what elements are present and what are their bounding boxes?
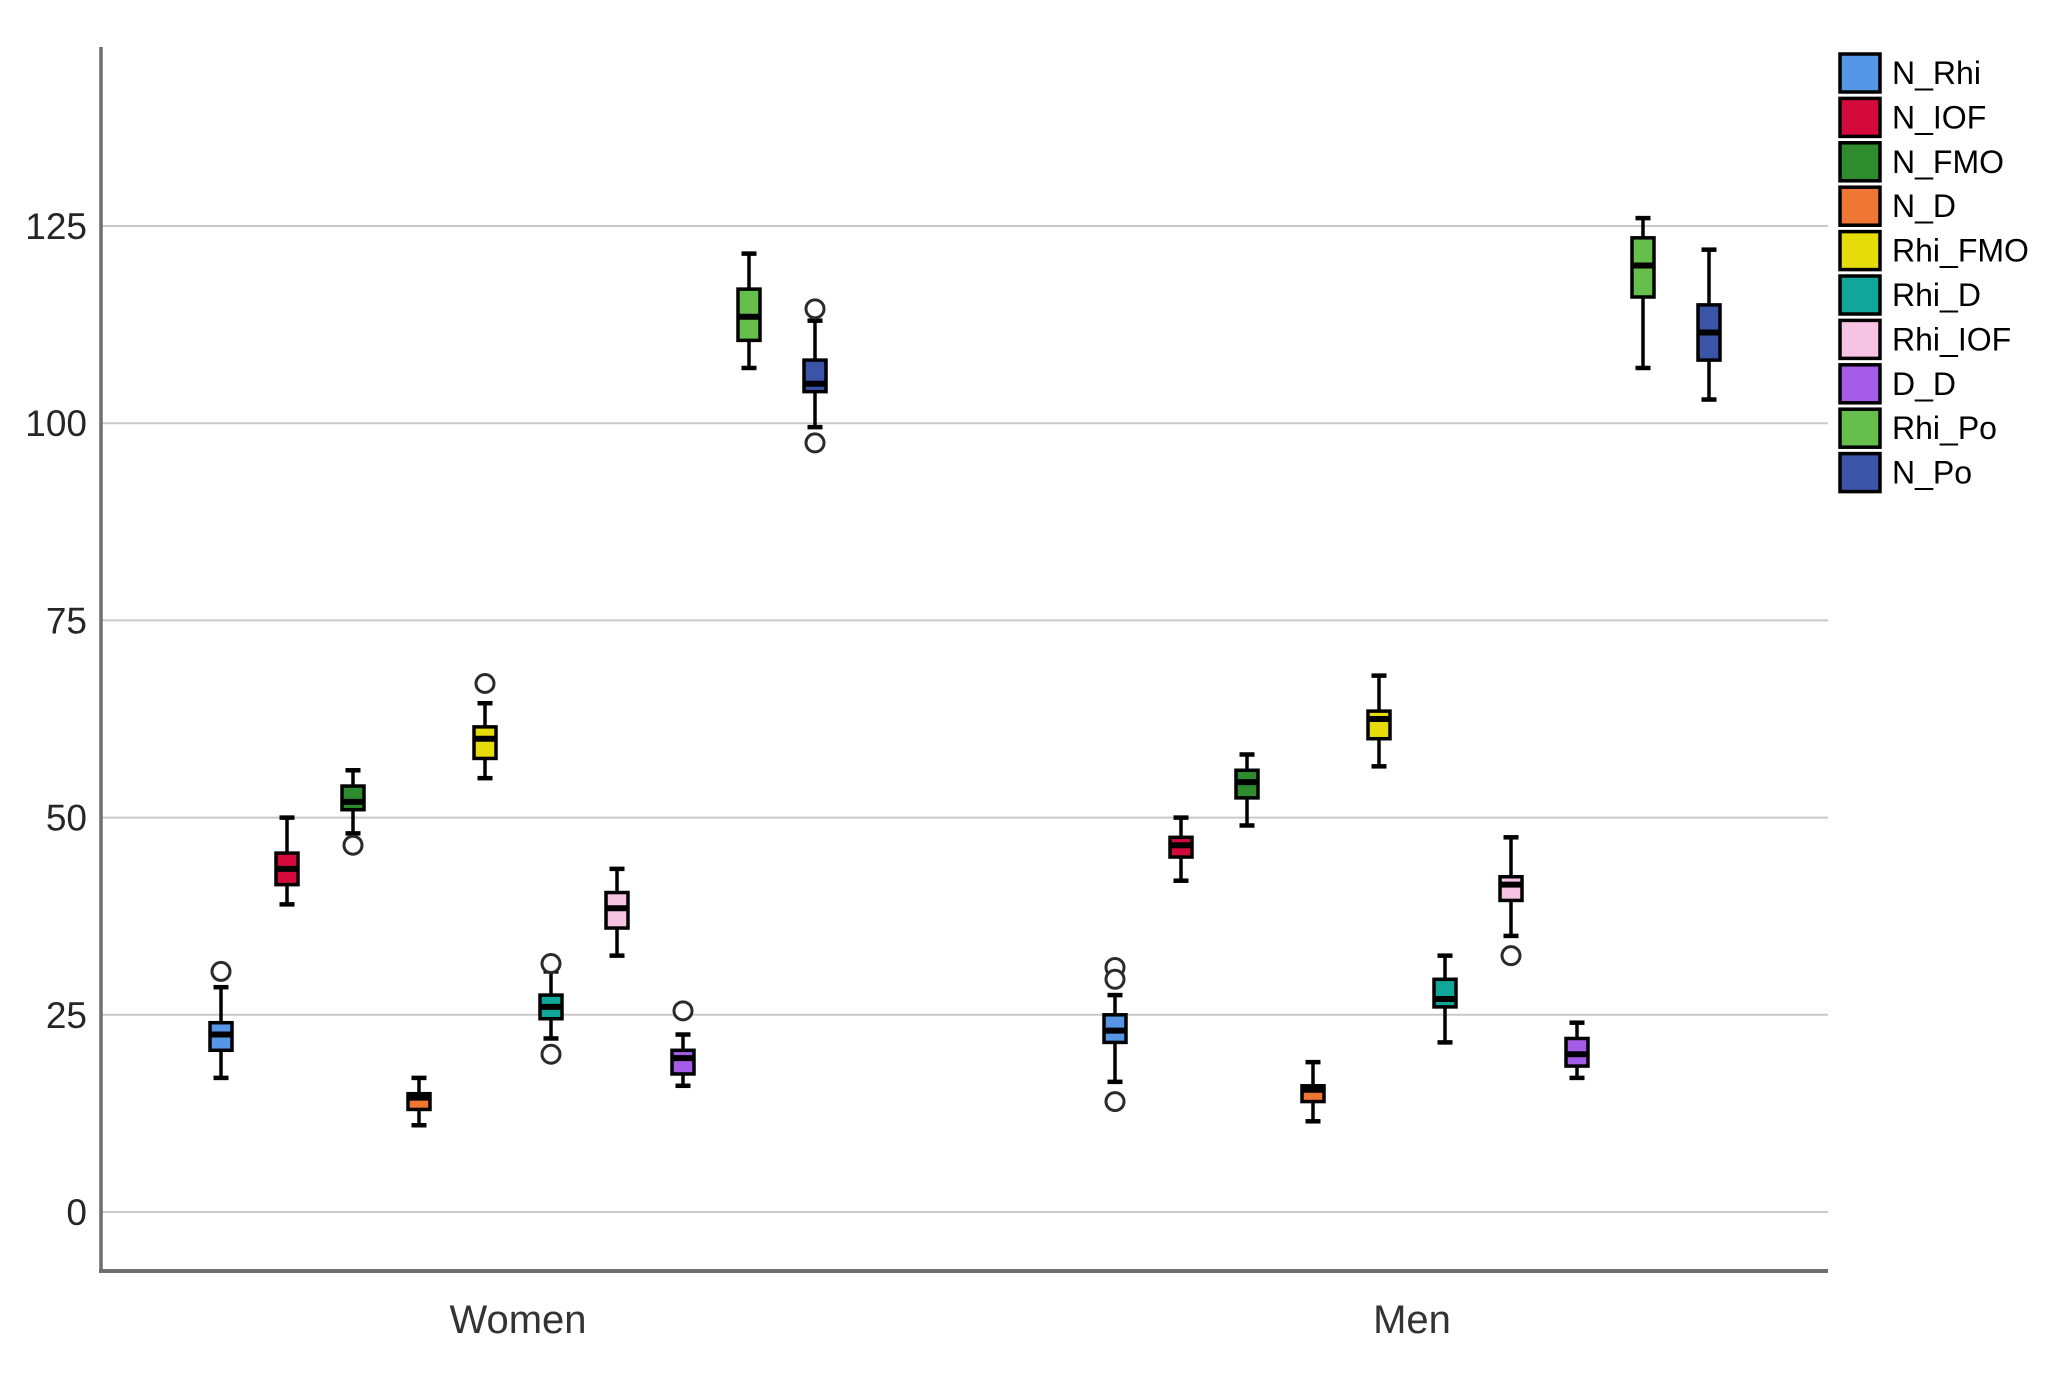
y-tick-label: 100: [25, 403, 87, 444]
legend-label-N_FMO: N_FMO: [1892, 144, 2004, 180]
box-Rhi_FMO[interactable]: [472, 725, 498, 761]
outlier-point[interactable]: [804, 432, 826, 454]
box-N_FMO[interactable]: [340, 784, 366, 812]
legend-label-D_D: D_D: [1892, 366, 1956, 402]
outlier-point[interactable]: [1104, 968, 1126, 990]
legend-swatch-N_Rhi: [1838, 52, 1882, 94]
outlier-point[interactable]: [804, 298, 826, 320]
legend-swatch-Rhi_Po: [1838, 407, 1882, 449]
x-group-label: Men: [1373, 1298, 1451, 1342]
y-tick-label: 25: [46, 995, 87, 1036]
outlier-point[interactable]: [210, 960, 232, 982]
y-tick-label: 50: [46, 798, 87, 839]
box-D_D[interactable]: [670, 1048, 696, 1076]
legend-swatch-Rhi_IOF: [1838, 318, 1882, 361]
y-tick-label: 0: [66, 1192, 87, 1233]
outlier-point[interactable]: [540, 953, 562, 975]
box-Rhi_FMO[interactable]: [1366, 709, 1392, 741]
legend-swatch-D_D: [1838, 363, 1882, 405]
legend-label-Rhi_FMO: Rhi_FMO: [1892, 233, 2029, 269]
y-tick-label: 125: [25, 206, 87, 247]
legend-label-N_Rhi: N_Rhi: [1892, 55, 1981, 91]
legend-label-N_D: N_D: [1892, 188, 1956, 224]
legend-swatch-N_D: [1838, 185, 1882, 227]
legend-label-N_Po: N_Po: [1892, 455, 1972, 491]
box-Rhi_D[interactable]: [1432, 977, 1458, 1009]
outlier-point[interactable]: [672, 1000, 694, 1022]
y-tick-label: 75: [46, 600, 87, 641]
legend-label-Rhi_IOF: Rhi_IOF: [1892, 321, 2011, 357]
legend-label-N_IOF: N_IOF: [1892, 99, 1986, 135]
legend-swatch-Rhi_FMO: [1838, 229, 1882, 272]
box-N_Po[interactable]: [802, 358, 828, 394]
outlier-point[interactable]: [342, 834, 364, 856]
outlier-point[interactable]: [540, 1043, 562, 1065]
legend-swatch-Rhi_D: [1838, 274, 1882, 316]
box-Rhi_IOF[interactable]: [1498, 875, 1524, 903]
legend-swatch-N_Po: [1838, 451, 1882, 494]
outlier-point[interactable]: [474, 673, 496, 695]
legend-label-Rhi_D: Rhi_D: [1892, 277, 1981, 313]
legend-label-Rhi_Po: Rhi_Po: [1892, 410, 1997, 446]
outlier-point[interactable]: [1104, 1091, 1126, 1113]
x-group-label: Women: [449, 1298, 586, 1342]
legend-swatch-N_FMO: [1838, 141, 1882, 183]
legend-swatch-N_IOF: [1838, 96, 1882, 139]
outlier-point[interactable]: [1500, 945, 1522, 967]
